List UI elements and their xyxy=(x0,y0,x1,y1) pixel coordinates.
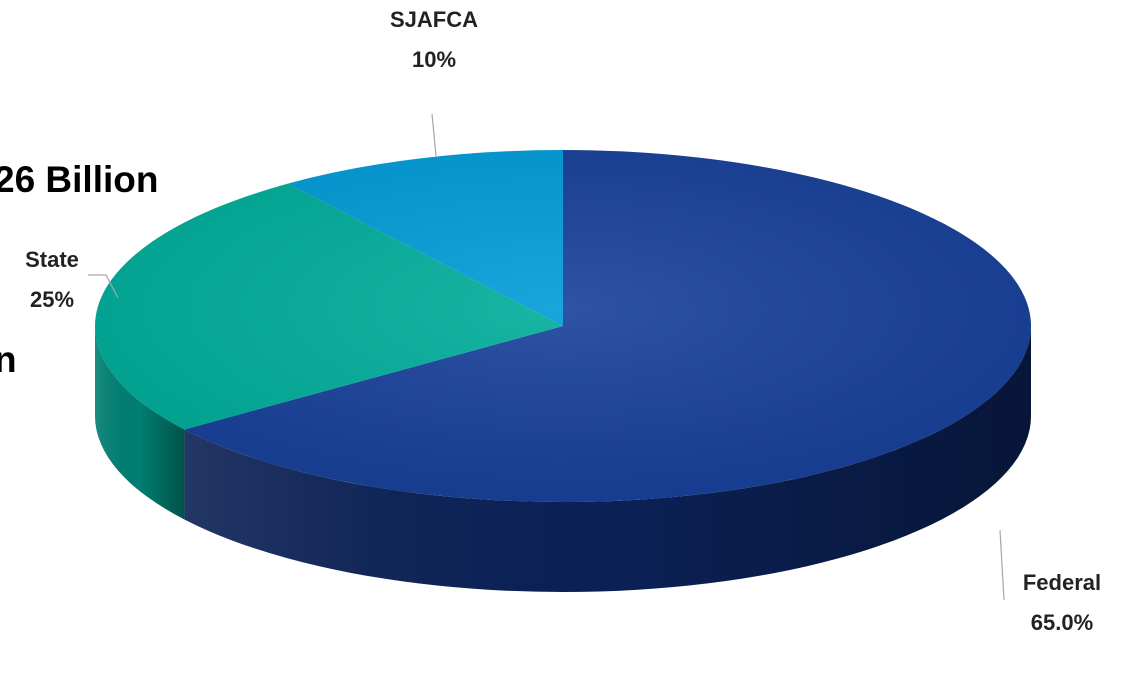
pie-side-state-shade xyxy=(95,326,185,520)
data-label-federal-category: Federal xyxy=(1023,570,1101,595)
pie-top-sheen xyxy=(95,150,1031,502)
data-label-federal-value: 65.0% xyxy=(1031,610,1093,635)
chart-title-line-2: n xyxy=(0,339,17,380)
data-label-state-category: State xyxy=(25,247,79,272)
chart-title-line-1: 26 Billion xyxy=(0,159,159,200)
data-label-state-value: 25% xyxy=(30,287,74,312)
data-label-sjafca-category: SJAFCA xyxy=(390,7,478,32)
leader-line-sjafca xyxy=(431,113,437,157)
leader-line-state xyxy=(88,274,119,299)
data-label-sjafca-value: 10% xyxy=(412,47,456,72)
pie-side-federal-shade xyxy=(184,326,1031,592)
chart-title: 26 Billion n xyxy=(0,30,158,450)
leader-line-federal xyxy=(999,529,1005,601)
